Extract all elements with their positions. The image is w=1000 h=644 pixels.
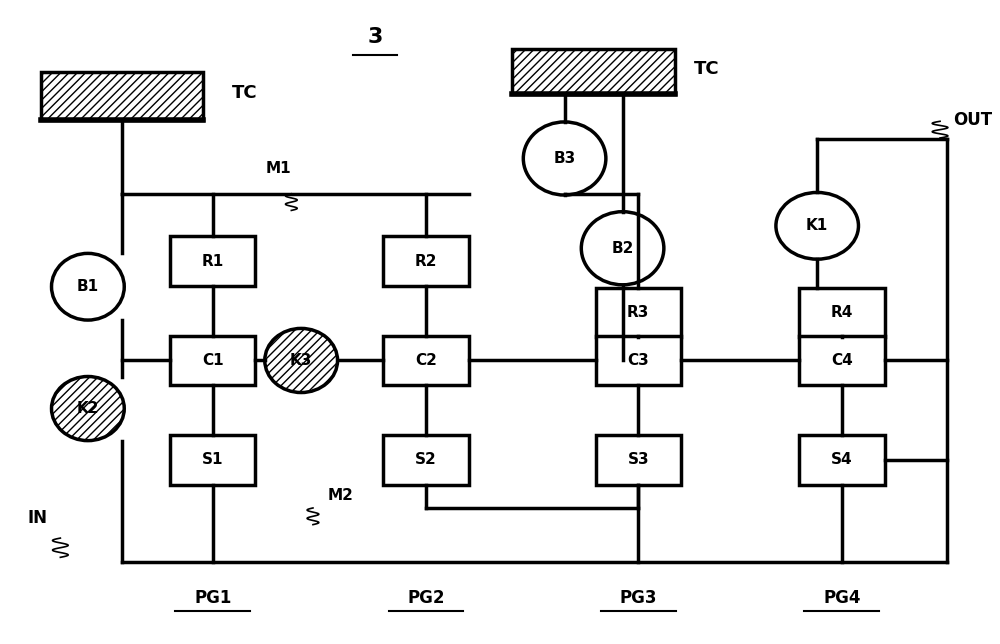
- Bar: [170, 435, 255, 484]
- Bar: [41, 72, 203, 120]
- Ellipse shape: [265, 328, 338, 393]
- Bar: [799, 336, 885, 385]
- Text: K1: K1: [806, 218, 828, 233]
- Bar: [512, 50, 675, 95]
- Text: S4: S4: [831, 452, 853, 468]
- Text: PG2: PG2: [407, 589, 445, 607]
- Text: IN: IN: [28, 509, 48, 527]
- Bar: [170, 336, 255, 385]
- Text: 3: 3: [367, 26, 383, 46]
- Text: R4: R4: [831, 305, 853, 320]
- Text: R1: R1: [202, 254, 224, 269]
- Ellipse shape: [776, 193, 858, 259]
- Text: M2: M2: [328, 488, 354, 502]
- Ellipse shape: [52, 253, 124, 320]
- Ellipse shape: [52, 377, 124, 440]
- Bar: [799, 288, 885, 337]
- Text: C2: C2: [415, 353, 437, 368]
- Text: S2: S2: [415, 452, 437, 468]
- Text: PG4: PG4: [823, 589, 861, 607]
- Text: PG3: PG3: [620, 589, 657, 607]
- Bar: [596, 288, 681, 337]
- Bar: [799, 435, 885, 484]
- Text: R2: R2: [415, 254, 437, 269]
- Text: C4: C4: [831, 353, 853, 368]
- Bar: [383, 236, 469, 286]
- Text: S1: S1: [202, 452, 223, 468]
- Text: R3: R3: [627, 305, 649, 320]
- Text: OUT: OUT: [953, 111, 992, 129]
- Bar: [383, 336, 469, 385]
- Bar: [596, 435, 681, 484]
- Text: TC: TC: [694, 60, 720, 78]
- Text: B2: B2: [611, 241, 634, 256]
- Ellipse shape: [523, 122, 606, 195]
- Text: C1: C1: [202, 353, 224, 368]
- Text: K2: K2: [77, 401, 99, 416]
- Bar: [383, 435, 469, 484]
- Text: TC: TC: [232, 84, 258, 102]
- Text: B3: B3: [553, 151, 576, 166]
- Text: C3: C3: [627, 353, 649, 368]
- Ellipse shape: [581, 212, 664, 285]
- Bar: [170, 236, 255, 286]
- Text: S3: S3: [627, 452, 649, 468]
- Text: K3: K3: [290, 353, 312, 368]
- Bar: [596, 336, 681, 385]
- Text: B1: B1: [77, 279, 99, 294]
- Text: M1: M1: [266, 160, 291, 176]
- Text: PG1: PG1: [194, 589, 231, 607]
